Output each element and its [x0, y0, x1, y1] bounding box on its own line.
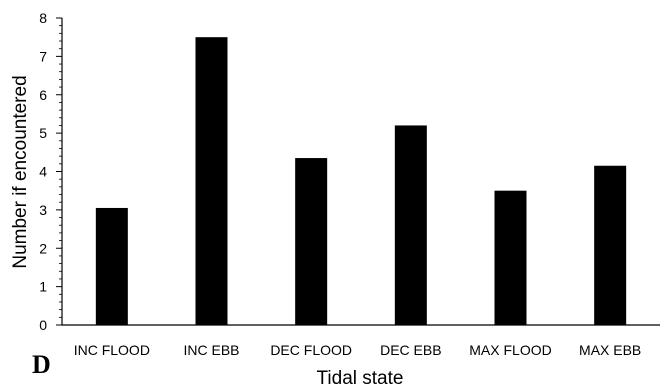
bar-dec-flood [295, 158, 328, 325]
y-axis-title: Number if encountered [10, 75, 31, 268]
bars [95, 37, 627, 325]
y-axis: 0 1 2 3 4 5 6 7 8 [39, 10, 63, 333]
y-tick-label: 3 [39, 202, 47, 218]
bar-max-ebb [594, 165, 627, 325]
x-tick-label: INC FLOOD [74, 342, 150, 358]
bar-dec-ebb [394, 125, 427, 325]
x-tick-label: MAX FLOOD [469, 342, 551, 358]
y-tick-label: 2 [39, 240, 47, 256]
bar-inc-flood [95, 207, 128, 325]
x-tick-label: DEC EBB [380, 342, 441, 358]
bar-inc-ebb [195, 37, 228, 325]
y-tick-label: 0 [39, 317, 47, 333]
x-tick-label: DEC FLOOD [270, 342, 352, 358]
bar-max-flood [494, 190, 527, 325]
y-tick-label: 1 [39, 279, 47, 295]
y-tick-label: 4 [39, 164, 47, 180]
x-tick-label: INC EBB [183, 342, 239, 358]
x-tick-label: MAX EBB [579, 342, 641, 358]
y-tick-label: 8 [39, 10, 47, 26]
y-tick-label: 6 [39, 87, 47, 103]
y-tick-label: 5 [39, 125, 47, 141]
panel-label: D [32, 350, 51, 379]
x-axis-title: Tidal state [317, 368, 404, 389]
y-tick-label: 7 [39, 48, 47, 64]
x-axis: INC FLOOD INC EBB DEC FLOOD DEC EBB MAX FLOO… [62, 324, 660, 358]
